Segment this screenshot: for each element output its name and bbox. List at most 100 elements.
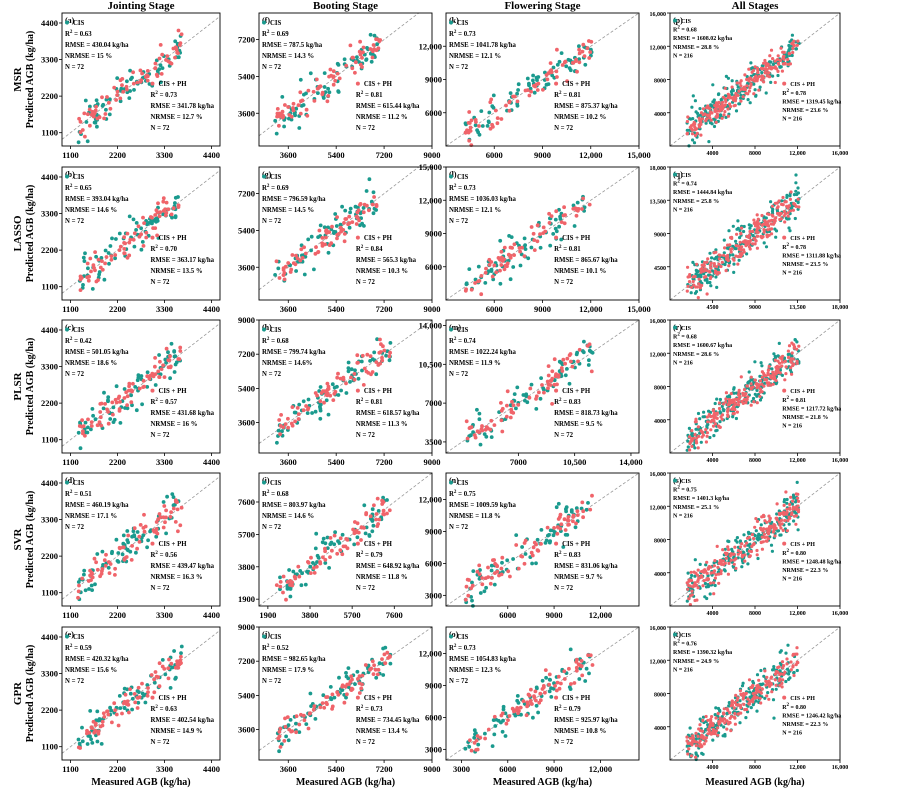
- point-cis: [713, 713, 717, 717]
- point-cis-ph: [295, 256, 300, 261]
- x-tick-label: 9000: [424, 150, 441, 160]
- point-cis: [555, 62, 560, 67]
- point-cis-ph: [796, 504, 800, 508]
- point-cis-ph: [751, 692, 755, 696]
- point-cis: [690, 432, 694, 437]
- point-cis-ph: [122, 396, 127, 400]
- point-cis: [583, 679, 588, 683]
- point-cis: [769, 80, 773, 84]
- point-cis: [508, 277, 513, 282]
- point-cis-ph: [153, 213, 158, 217]
- point-cis-ph: [475, 569, 480, 574]
- column-title: Jointing Stage: [108, 0, 175, 12]
- point-cis: [714, 275, 718, 279]
- point-cis-ph: [587, 202, 592, 207]
- rmse-stat: RMSE = 831.06 kg/ha: [554, 563, 618, 570]
- n-stat: N = 72: [356, 279, 376, 286]
- point-cis-ph: [142, 512, 146, 517]
- point-cis: [287, 116, 291, 121]
- point-cis-ph: [149, 673, 154, 677]
- point-cis-ph: [718, 716, 722, 721]
- point-cis: [753, 533, 757, 538]
- point-cis: [736, 85, 740, 89]
- point-cis-ph: [113, 397, 118, 402]
- point-cis: [326, 225, 330, 230]
- x-tick-label: 6000: [499, 764, 516, 774]
- point-cis: [349, 367, 354, 372]
- panel-id: (o): [449, 630, 459, 639]
- point-cis-ph: [140, 71, 145, 76]
- point-cis-ph: [350, 55, 355, 60]
- point-cis-ph: [278, 580, 283, 584]
- point-cis-ph: [365, 352, 370, 357]
- point-cis: [375, 42, 379, 47]
- point-cis-ph: [368, 354, 373, 359]
- point-cis-ph: [709, 110, 713, 114]
- point-cis: [557, 207, 561, 212]
- point-cis: [353, 682, 357, 686]
- n-stat: N = 72: [65, 218, 85, 225]
- one-to-one-line: [445, 626, 640, 761]
- point-cis-ph: [500, 555, 505, 560]
- point-cis: [133, 385, 138, 389]
- scatter-panel: 6000 9000 12,00030006000900012,000(n)CISR2…: [419, 472, 640, 620]
- point-cis-ph: [86, 112, 90, 117]
- point-cis: [140, 240, 145, 244]
- y-tick-label: 9000: [238, 622, 255, 632]
- point-cis-ph: [98, 265, 103, 270]
- point-cis: [790, 53, 794, 58]
- point-cis-ph: [731, 412, 735, 416]
- point-cis-ph: [138, 523, 143, 527]
- point-cis-ph: [363, 663, 368, 667]
- point-cis-ph: [105, 709, 109, 714]
- point-cis-ph: [747, 79, 751, 83]
- n-stat: N = 216: [673, 207, 693, 213]
- point-cis: [130, 696, 135, 701]
- legend-label: CIS + PH: [562, 81, 591, 88]
- y-tick-label: 4000: [654, 112, 666, 118]
- point-cis-ph: [550, 402, 554, 406]
- panel-id: (q): [673, 170, 683, 179]
- point-cis: [107, 261, 111, 266]
- point-cis-ph: [731, 96, 735, 100]
- point-cis-ph: [701, 107, 706, 111]
- point-cis: [793, 500, 798, 504]
- point-cis-ph: [559, 220, 564, 225]
- point-cis: [535, 537, 540, 542]
- panel-id: (p): [673, 16, 683, 25]
- scatter-panel: 4000 8000 12,000 16,0004000800012,00016,000…: [650, 12, 849, 157]
- point-cis: [748, 101, 752, 105]
- point-cis: [344, 671, 348, 675]
- y-tick-label: 9000: [425, 229, 442, 239]
- point-cis-ph: [110, 720, 114, 725]
- point-cis-ph: [761, 529, 765, 533]
- point-cis-ph: [749, 382, 753, 386]
- point-cis-ph: [473, 281, 477, 285]
- point-cis: [551, 65, 556, 70]
- point-cis-ph: [710, 715, 714, 719]
- point-cis: [516, 82, 521, 87]
- point-cis: [784, 651, 788, 655]
- point-cis: [788, 194, 792, 198]
- point-cis-ph: [769, 227, 773, 231]
- point-cis: [313, 546, 318, 551]
- point-cis: [783, 498, 787, 502]
- point-cis: [702, 410, 706, 414]
- point-cis: [313, 409, 318, 414]
- point-cis: [715, 428, 719, 432]
- point-cis-ph: [778, 683, 782, 688]
- legend-marker-cis: [449, 480, 453, 485]
- point-cis-ph: [511, 403, 516, 408]
- point-cis: [174, 360, 179, 365]
- point-cis-ph: [141, 244, 146, 248]
- point-cis-ph: [736, 549, 741, 553]
- point-cis-ph: [760, 236, 764, 240]
- point-cis-ph: [755, 553, 759, 557]
- y-tick-label: 8000: [654, 386, 666, 392]
- point-cis: [134, 550, 138, 555]
- point-cis: [308, 71, 313, 76]
- point-cis-ph: [490, 122, 494, 127]
- point-cis-ph: [512, 242, 517, 247]
- x-tick-label: 9000: [534, 304, 551, 314]
- point-cis: [108, 244, 113, 248]
